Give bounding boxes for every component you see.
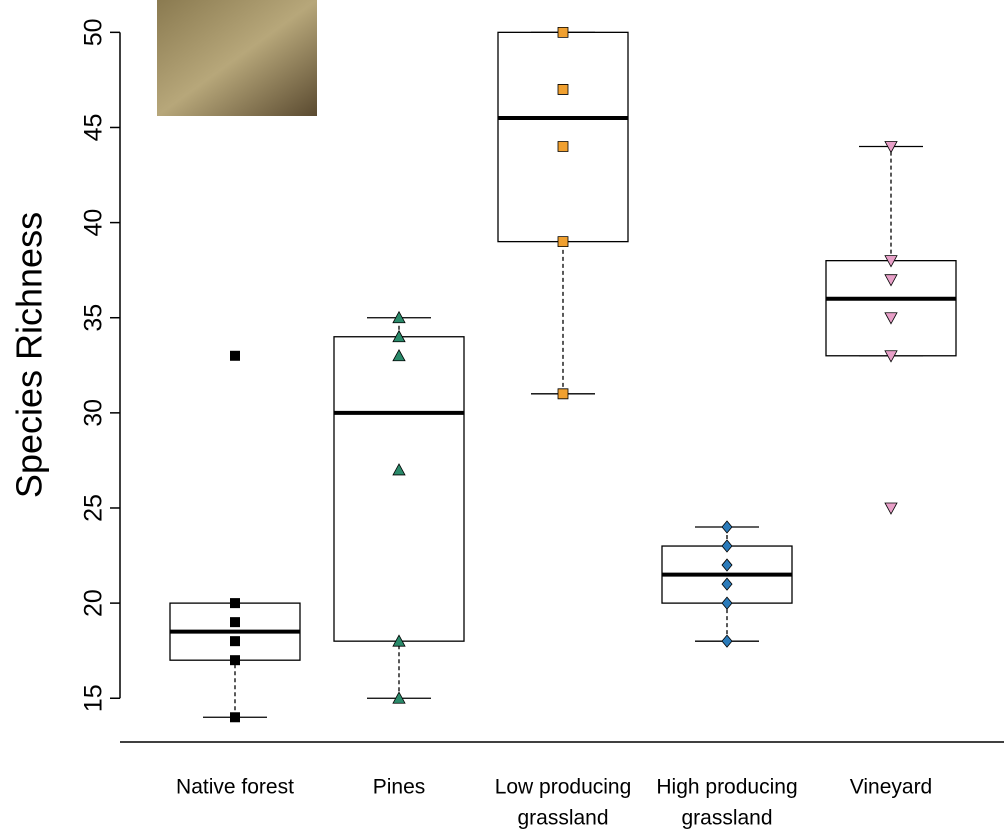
data-point — [557, 236, 569, 248]
data-point — [230, 712, 240, 723]
data-point — [392, 348, 406, 362]
data-point — [884, 312, 898, 325]
data-point — [392, 634, 406, 647]
data-point — [721, 520, 733, 534]
data-point — [230, 617, 240, 628]
data-point — [230, 636, 240, 647]
data-point — [721, 596, 733, 610]
box — [333, 336, 465, 642]
y-tick-label: 40 — [80, 209, 108, 237]
x-tick-label: grassland — [681, 807, 772, 830]
data-point — [884, 274, 898, 287]
y-tick-label: 50 — [80, 18, 108, 46]
y-tick-label: 35 — [80, 304, 108, 332]
y-axis-label: Species Richness — [9, 212, 50, 498]
data-point — [884, 141, 898, 154]
data-point — [557, 141, 569, 152]
data-point — [230, 655, 240, 666]
data-point — [230, 598, 240, 609]
data-point — [721, 634, 733, 648]
data-point — [392, 310, 406, 324]
data-point — [557, 26, 569, 38]
data-point — [392, 329, 406, 343]
box — [497, 31, 629, 243]
x-tick-label: Low producing — [495, 776, 632, 799]
data-point — [721, 558, 733, 572]
y-tick-label: 15 — [80, 684, 108, 712]
x-tick-label: Vineyard — [850, 776, 933, 799]
y-tick-label: 45 — [80, 114, 108, 142]
x-tick-label: Native forest — [176, 776, 294, 799]
photo — [157, 0, 317, 116]
data-point — [721, 577, 733, 591]
data-point — [884, 502, 898, 515]
x-tick-label: High producing — [656, 776, 797, 799]
y-tick-label: 20 — [80, 589, 108, 617]
data-point — [230, 350, 240, 361]
x-tick-label: Pines — [373, 776, 426, 799]
data-point — [721, 539, 733, 553]
data-point — [392, 463, 406, 476]
x-tick-label: grassland — [517, 807, 608, 830]
data-point — [884, 255, 898, 268]
y-tick-label: 25 — [80, 494, 108, 522]
data-point — [557, 388, 569, 400]
data-point — [392, 691, 406, 704]
y-tick-label: 30 — [80, 399, 108, 427]
data-point — [884, 350, 898, 363]
data-point — [557, 84, 569, 95]
